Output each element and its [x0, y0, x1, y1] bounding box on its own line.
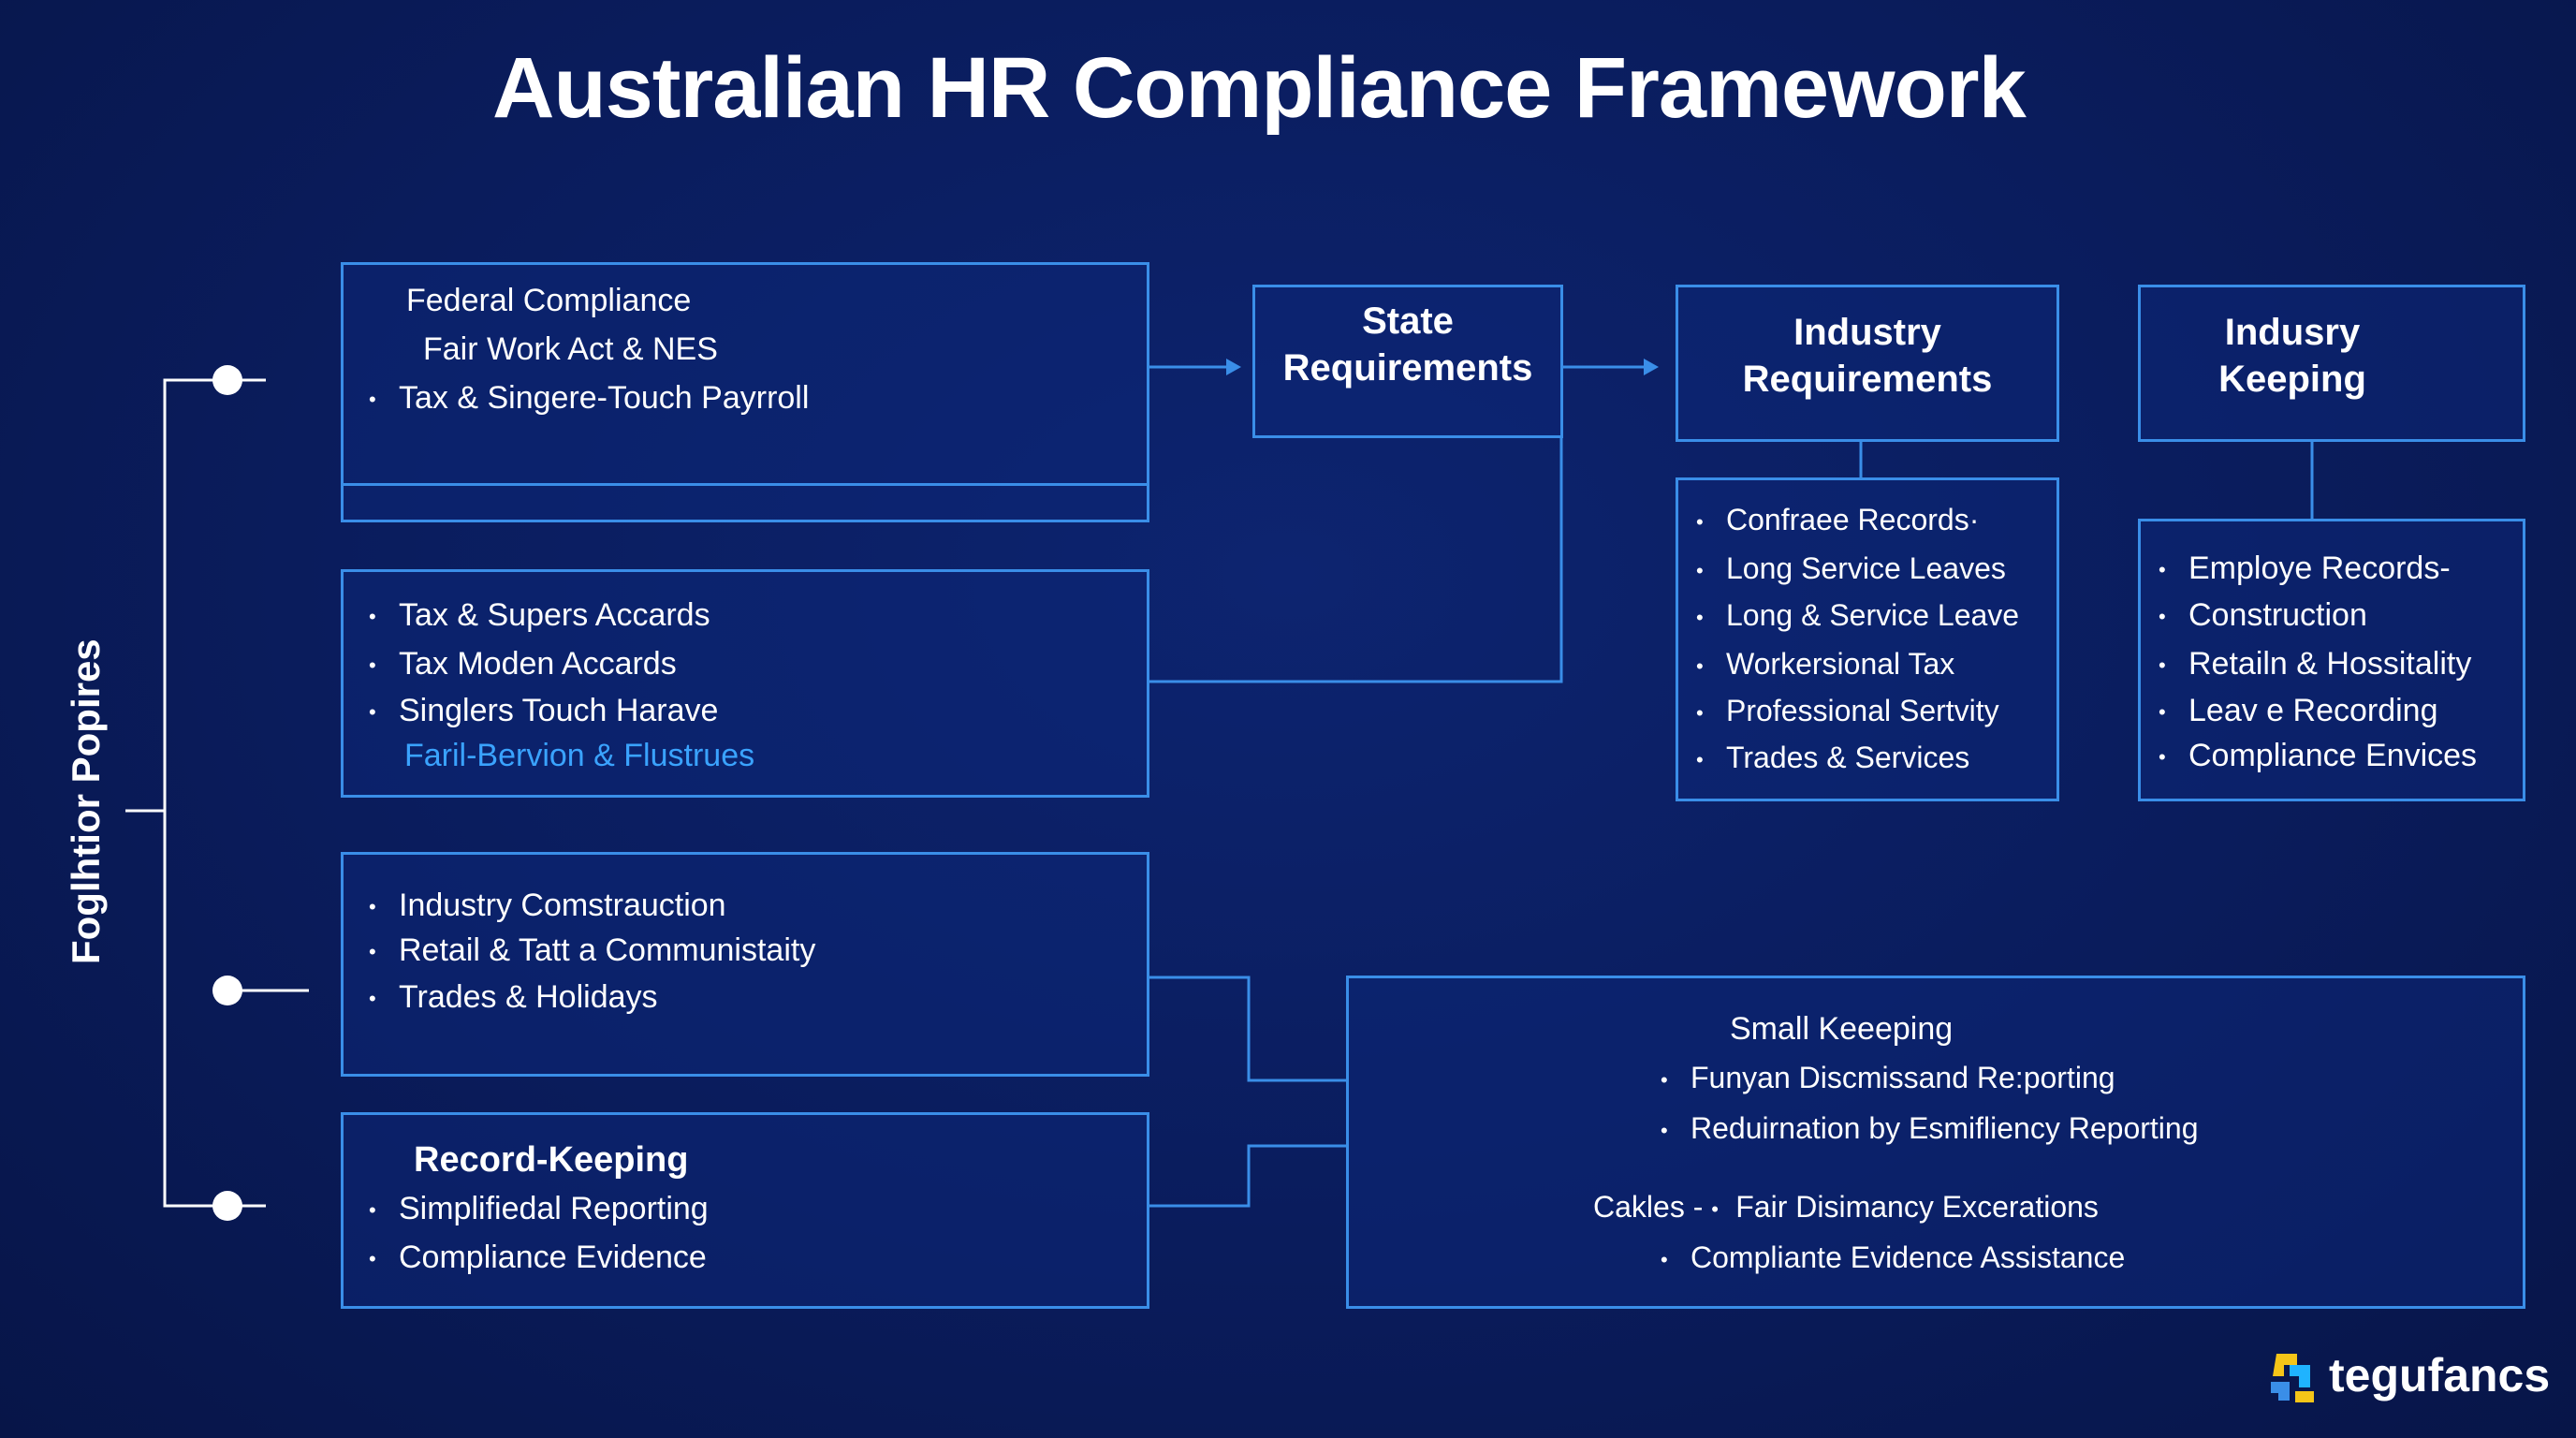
industry-item-2: • Retail & Tatt a Communistaity	[369, 932, 816, 968]
record-item-1: • Simplifiedal Reporting	[369, 1191, 709, 1226]
tax-box	[341, 569, 1149, 798]
industry-keep-item-3: • Retailn & Hossitality	[2159, 646, 2472, 682]
federal-item: • Tax & Singere-Touch Payrroll	[369, 380, 810, 416]
page-title: Australian HR Compliance Framework	[492, 40, 2027, 136]
small-keeping-item-3: • Compliante Evidence Assistance	[1661, 1240, 2126, 1274]
industry-keep-item-2: • Construction	[2159, 597, 2367, 633]
industry-keeping-title: Indusry Keeping	[2218, 312, 2366, 400]
record-keeping-heading: Record-Keeping	[414, 1140, 689, 1180]
small-keeping-item-2: • Reduirnation by Esmifliency Reporting	[1661, 1111, 2199, 1145]
tax-link[interactable]: Faril-Bervion & Flustrues	[404, 738, 755, 773]
industry-construction-box	[341, 852, 1149, 1077]
industry-requirements-list-box	[1676, 477, 2059, 801]
logo-text: tegufancs	[2329, 1349, 2551, 1401]
logo-icon	[2271, 1354, 2314, 1402]
industry-keep-item-5: • Compliance Envices	[2159, 738, 2478, 773]
industry-keeping-list-box	[2138, 519, 2525, 801]
side-label: Foglhtior Popires	[64, 638, 108, 964]
small-keeping-heading: Small Keeeping	[1730, 1011, 1954, 1047]
industry-item-3: • Trades & Holidays	[369, 979, 658, 1015]
record-item-2: • Compliance Evidence	[369, 1240, 707, 1275]
tax-item-2: • Tax Moden Accards	[369, 646, 677, 682]
industry-req-item-3: • Long & Service Leave	[1696, 598, 2020, 632]
industry-req-item-4: • Workersional Tax	[1696, 647, 1955, 681]
tax-item-1: • Tax & Supers Accards	[369, 597, 710, 633]
federal-compliance-box	[341, 262, 1149, 522]
industry-item-1: • Industry Comstrauction	[369, 888, 726, 923]
state-requirements-box	[1252, 285, 1563, 438]
industry-req-item-6: • Trades & Services	[1696, 741, 1970, 774]
state-requirements-title: State Requirements	[1282, 301, 1533, 389]
federal-title: Federal Compliance	[406, 283, 692, 318]
industry-requirements-title: Industry Requirements	[1742, 312, 1993, 400]
small-keeping-item-1: • Funyan Discmissand Re:porting	[1661, 1061, 2115, 1094]
industry-req-item-1: • Confraee Records·	[1696, 503, 1980, 536]
industry-keep-item-1: • Employe Records-	[2159, 550, 2451, 586]
industry-keep-item-4: • Leav e Recording	[2159, 693, 2438, 728]
federal-box-divider	[344, 483, 1147, 486]
industry-req-item-5: • Professional Sertvity	[1696, 694, 1999, 727]
industry-req-item-2: • Long Service Leaves	[1696, 551, 2006, 585]
tax-item-3: • Singlers Touch Harave	[369, 693, 719, 728]
record-keeping-box	[341, 1112, 1149, 1309]
industry-requirements-box	[1676, 285, 2059, 442]
small-keeping-box	[1346, 976, 2525, 1309]
industry-keeping-box	[2138, 285, 2525, 442]
federal-subtitle: Fair Work Act & NES	[423, 331, 718, 367]
small-keeping-cakles: Cakles - • Fair Disimancy Excerations	[1593, 1190, 2099, 1224]
